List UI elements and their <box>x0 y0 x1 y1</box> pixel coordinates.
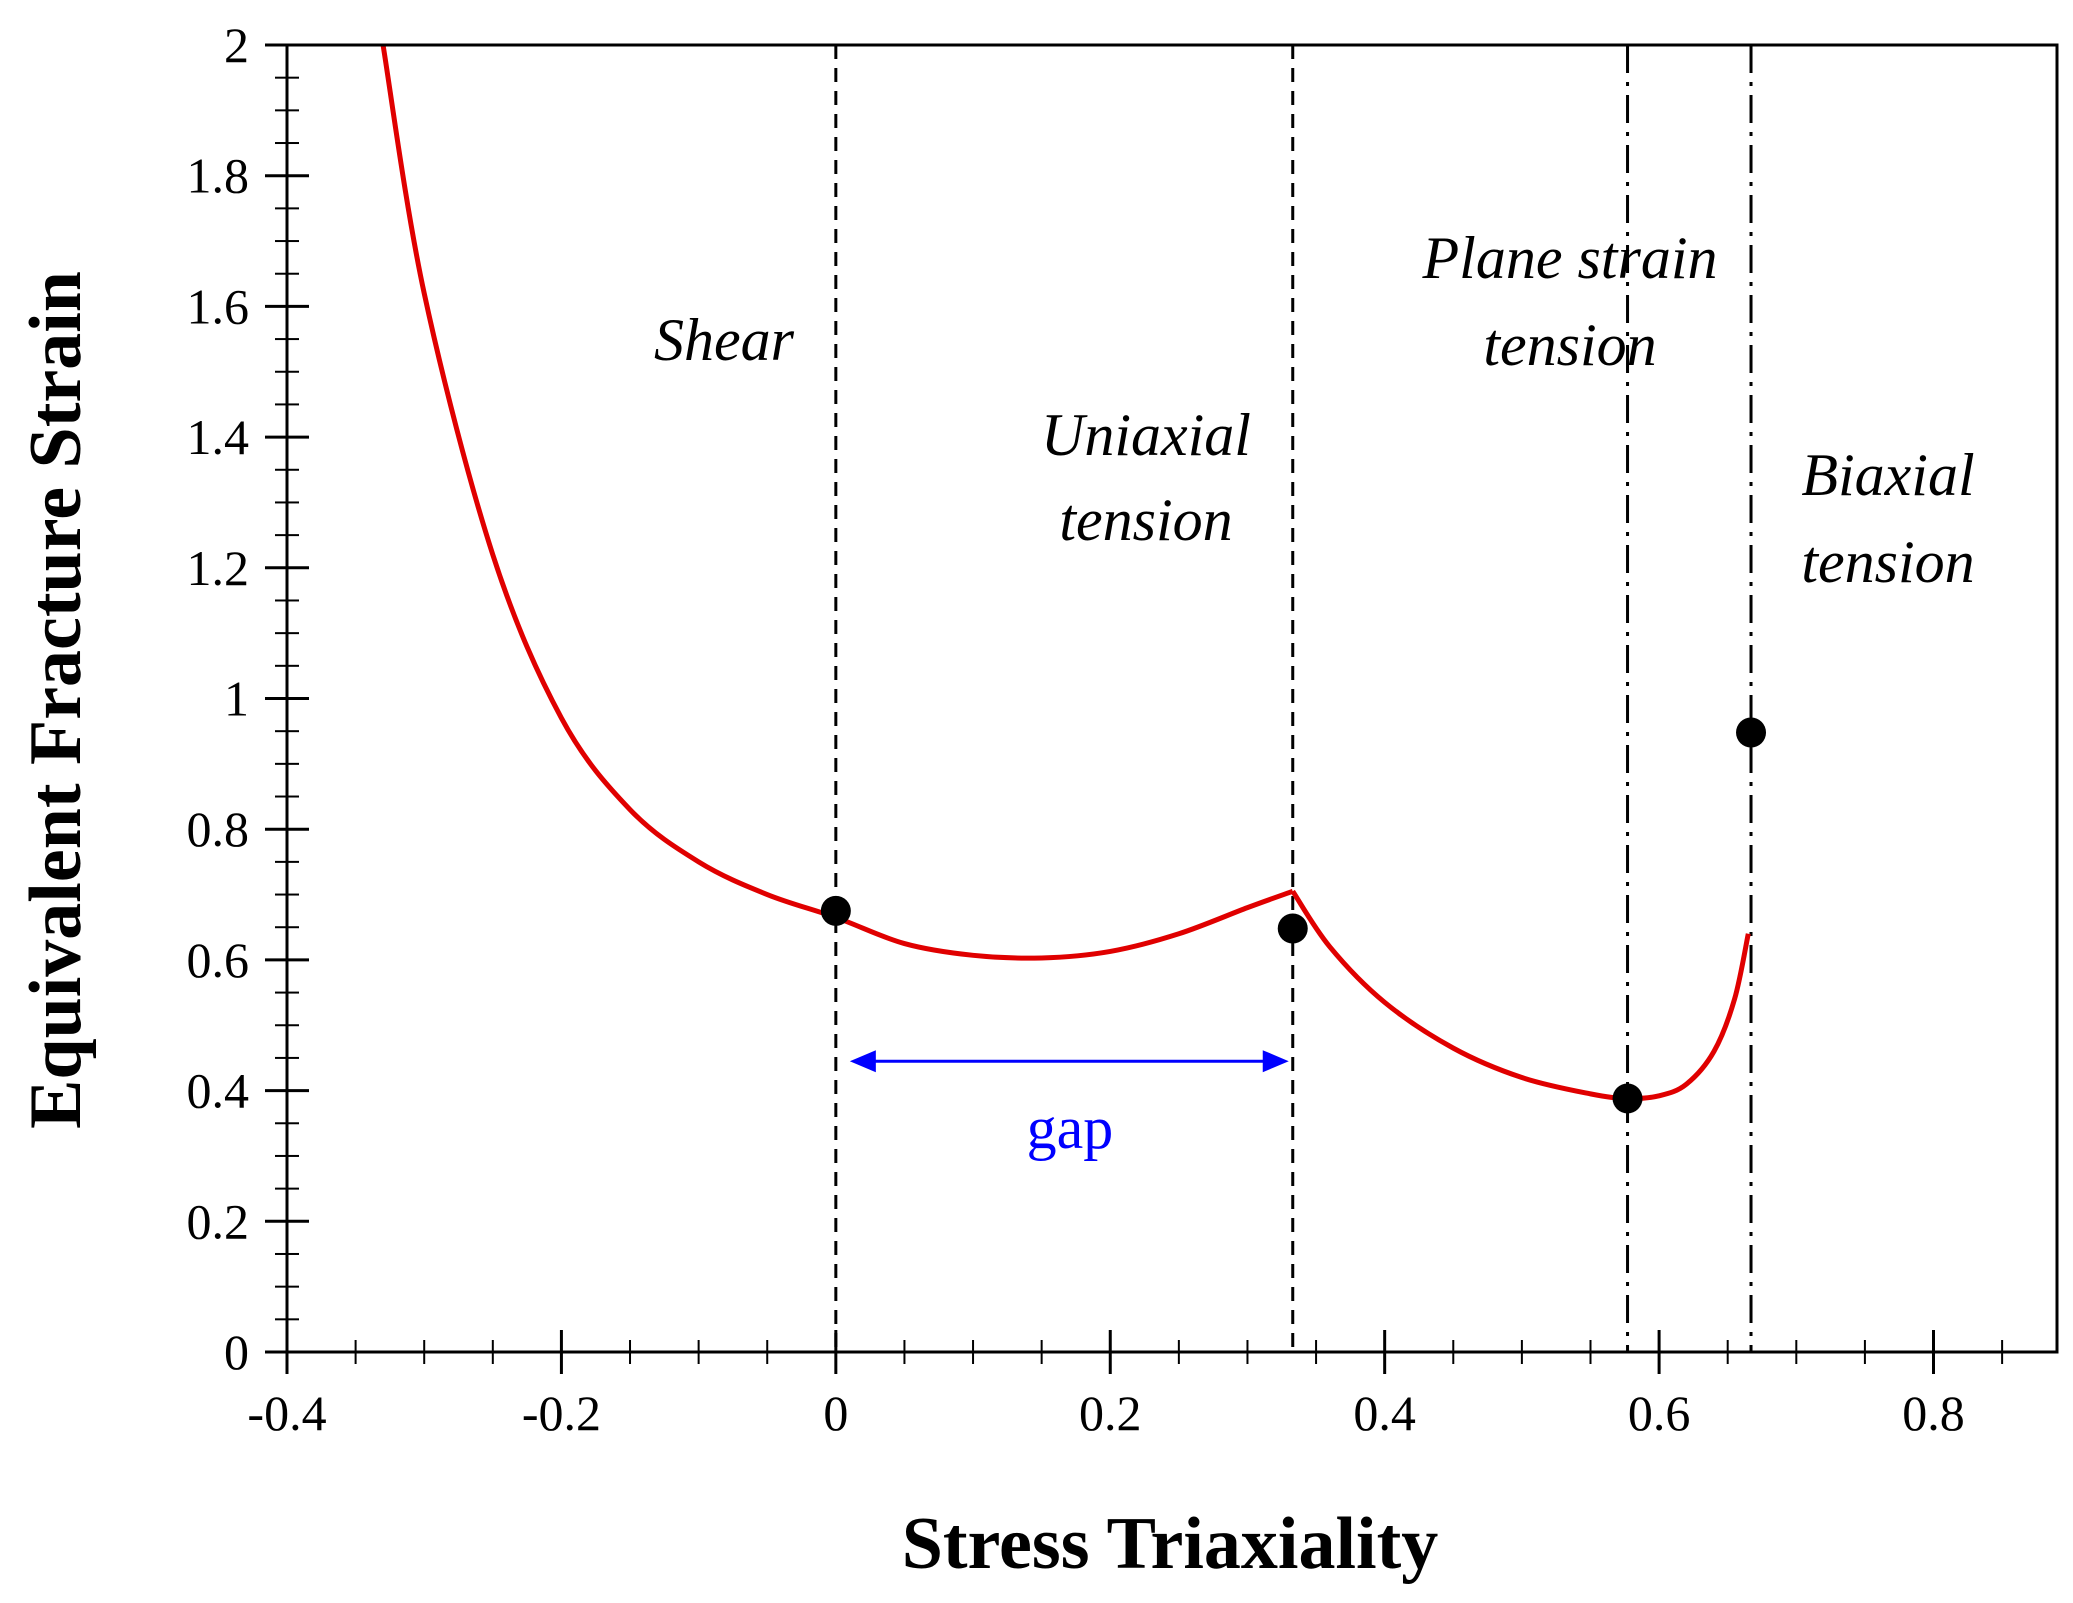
vertical-reference-lines <box>834 45 1753 1352</box>
gap-annotation <box>849 1050 1289 1073</box>
data-point <box>820 895 851 926</box>
label-uniaxial-line2: tension <box>1059 487 1232 553</box>
y-tick-label: 0 <box>224 1324 249 1380</box>
fracture-curve-right <box>1290 889 1751 1102</box>
y-tick-label: 0.8 <box>187 801 250 857</box>
data-point <box>1736 717 1767 748</box>
label-uniaxial-line1: Uniaxial <box>1041 402 1251 468</box>
data-point <box>1612 1083 1643 1114</box>
x-tick-label: 0.6 <box>1628 1385 1691 1441</box>
x-tick-label: -0.4 <box>247 1385 326 1441</box>
y-tick-label: 1.8 <box>187 148 250 204</box>
x-tick-label: 0.4 <box>1353 1385 1416 1441</box>
x-tick-label: 0.8 <box>1902 1385 1965 1441</box>
label-shear: Shear <box>654 307 795 373</box>
label-plane-strain-line1: Plane strain <box>1422 225 1718 291</box>
fracture-curve-left <box>380 44 1294 961</box>
label-biaxial-line2: tension <box>1801 529 1974 595</box>
y-tick-label: 0.4 <box>187 1063 250 1119</box>
x-axis-title: Stress Triaxiality <box>902 1503 1439 1585</box>
gap-arrowhead-right <box>1262 1050 1289 1073</box>
label-biaxial-line1: Biaxial <box>1801 442 1974 508</box>
y-tick-label: 1 <box>224 671 249 727</box>
y-tick-label: 1.2 <box>187 540 250 596</box>
y-tick-label: 0.2 <box>187 1193 250 1249</box>
x-axis-ticks: -0.4 -0.2 0 0.2 0.4 0.6 0.8 <box>247 1330 2004 1441</box>
x-tick-label: -0.2 <box>522 1385 601 1441</box>
experimental-points <box>820 717 1767 1114</box>
x-tick-label: 0 <box>823 1385 848 1441</box>
x-tick-label: 0.2 <box>1079 1385 1142 1441</box>
label-gap: gap <box>1027 1095 1114 1161</box>
label-plane-strain-line2: tension <box>1483 312 1656 378</box>
fracture-locus-curve <box>380 44 1751 1102</box>
y-axis-title: Equivalent Fracture Strain <box>15 271 97 1129</box>
y-tick-label: 1.4 <box>187 409 250 465</box>
y-axis-ticks: 0 0.2 0.4 0.6 0.8 1 1.2 1.4 1.6 1.8 2 <box>187 17 309 1380</box>
y-tick-label: 0.6 <box>187 932 250 988</box>
y-tick-label: 2 <box>224 17 249 73</box>
gap-arrowhead-left <box>849 1050 876 1073</box>
data-point <box>1277 913 1308 944</box>
y-tick-label: 1.6 <box>187 278 250 334</box>
